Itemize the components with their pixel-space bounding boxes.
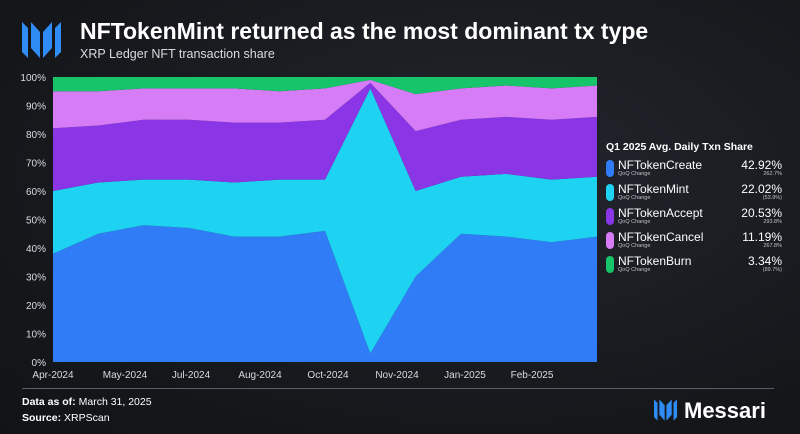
legend-share: 3.34% xyxy=(747,254,782,268)
legend-item-nftokenburn: NFTokenBurn 3.34% QoQ Change (89.7%) xyxy=(604,253,782,277)
legend-change: (89.7%) xyxy=(762,267,782,273)
series-area-nftokenaccept xyxy=(53,82,597,191)
legend-sublabel: QoQ Change xyxy=(618,171,651,177)
y-tick-label: 20% xyxy=(26,301,46,312)
brand: Messari xyxy=(654,397,778,425)
chart-title: NFTokenMint returned as the most dominan… xyxy=(80,18,649,44)
legend-swatch xyxy=(606,256,614,273)
y-tick-label: 10% xyxy=(26,330,46,341)
messari-logo-icon xyxy=(654,399,678,421)
legend-swatch xyxy=(606,232,614,249)
legend-item-nftokencancel: NFTokenCancel 11.19% QoQ Change 267.8% xyxy=(604,229,782,253)
source-value: XRPScan xyxy=(64,412,110,424)
brand-name: Messari xyxy=(684,398,766,423)
legend-share: 22.02% xyxy=(741,182,782,196)
y-tick-label: 60% xyxy=(26,187,46,198)
y-tick-label: 0% xyxy=(32,358,47,369)
legend-name: NFTokenAccept xyxy=(618,206,703,220)
y-tick-label: 30% xyxy=(26,273,46,284)
x-tick-label: Apr-2024 xyxy=(32,370,74,381)
x-tick-label: May-2024 xyxy=(103,370,148,381)
legend-sublabel: QoQ Change xyxy=(618,219,651,225)
source: Source: XRPScan xyxy=(22,412,110,424)
legend-change: (53.9%) xyxy=(762,195,782,201)
series-area-nftokencreate xyxy=(53,225,597,362)
legend-item-nftokenmint: NFTokenMint 22.02% QoQ Change (53.9%) xyxy=(604,181,782,205)
y-tick-label: 70% xyxy=(26,159,46,170)
x-tick-label: Oct-2024 xyxy=(307,370,349,381)
legend-name: NFTokenMint xyxy=(618,182,689,196)
y-tick-label: 50% xyxy=(26,216,46,227)
legend-name: NFTokenCancel xyxy=(618,230,704,244)
messari-logo-icon xyxy=(22,22,61,58)
legend-sublabel: QoQ Change xyxy=(618,195,651,201)
x-tick-label: Jul-2024 xyxy=(172,370,211,381)
x-tick-label: Aug-2024 xyxy=(238,370,282,381)
x-tick-label: Feb-2025 xyxy=(511,370,554,381)
legend-share: 20.53% xyxy=(741,206,782,220)
series-area-nftokencancel xyxy=(53,79,597,132)
chart-subtitle: XRP Ledger NFT transaction share xyxy=(80,47,275,61)
legend-sublabel: QoQ Change xyxy=(618,267,651,273)
legend-name: NFTokenBurn xyxy=(618,254,692,268)
legend-swatch xyxy=(606,208,614,225)
legend-item-nftokenaccept: NFTokenAccept 20.53% QoQ Change 293.8% xyxy=(604,205,782,229)
y-tick-label: 100% xyxy=(20,73,46,84)
source-label: Source: xyxy=(22,412,62,424)
x-tick-label: Nov-2024 xyxy=(375,370,419,381)
legend-change: 267.8% xyxy=(763,243,782,249)
footer-divider xyxy=(22,388,774,389)
y-tick-label: 90% xyxy=(26,102,46,113)
legend-share: 11.19% xyxy=(742,230,782,244)
x-tick-label: Jan-2025 xyxy=(444,370,486,381)
legend-share: 42.92% xyxy=(741,158,782,172)
legend: Q1 2025 Avg. Daily Txn Share NFTokenCrea… xyxy=(604,141,782,277)
series-area-nftokenmint xyxy=(53,88,597,354)
legend-swatch xyxy=(606,160,614,177)
data-as-of: Data as of: March 31, 2025 xyxy=(22,396,152,408)
data-as-of-label: Data as of: xyxy=(22,396,76,408)
legend-change: 293.8% xyxy=(763,219,782,225)
legend-item-nftokencreate: NFTokenCreate 42.92% QoQ Change 262.7% xyxy=(604,157,782,181)
y-tick-label: 80% xyxy=(26,130,46,141)
legend-change: 262.7% xyxy=(763,171,782,177)
stacked-area-chart: 0% 10% 20% 30% 40% 50% 60% 70% 80% 90% 100% Apr-202… xyxy=(20,73,597,381)
legend-name: NFTokenCreate xyxy=(618,158,703,172)
series-area-nftokenburn xyxy=(53,77,597,95)
data-as-of-value: March 31, 2025 xyxy=(78,396,152,408)
legend-sublabel: QoQ Change xyxy=(618,243,651,249)
y-tick-label: 40% xyxy=(26,244,46,255)
legend-title: Q1 2025 Avg. Daily Txn Share xyxy=(606,141,753,153)
legend-swatch xyxy=(606,184,614,201)
